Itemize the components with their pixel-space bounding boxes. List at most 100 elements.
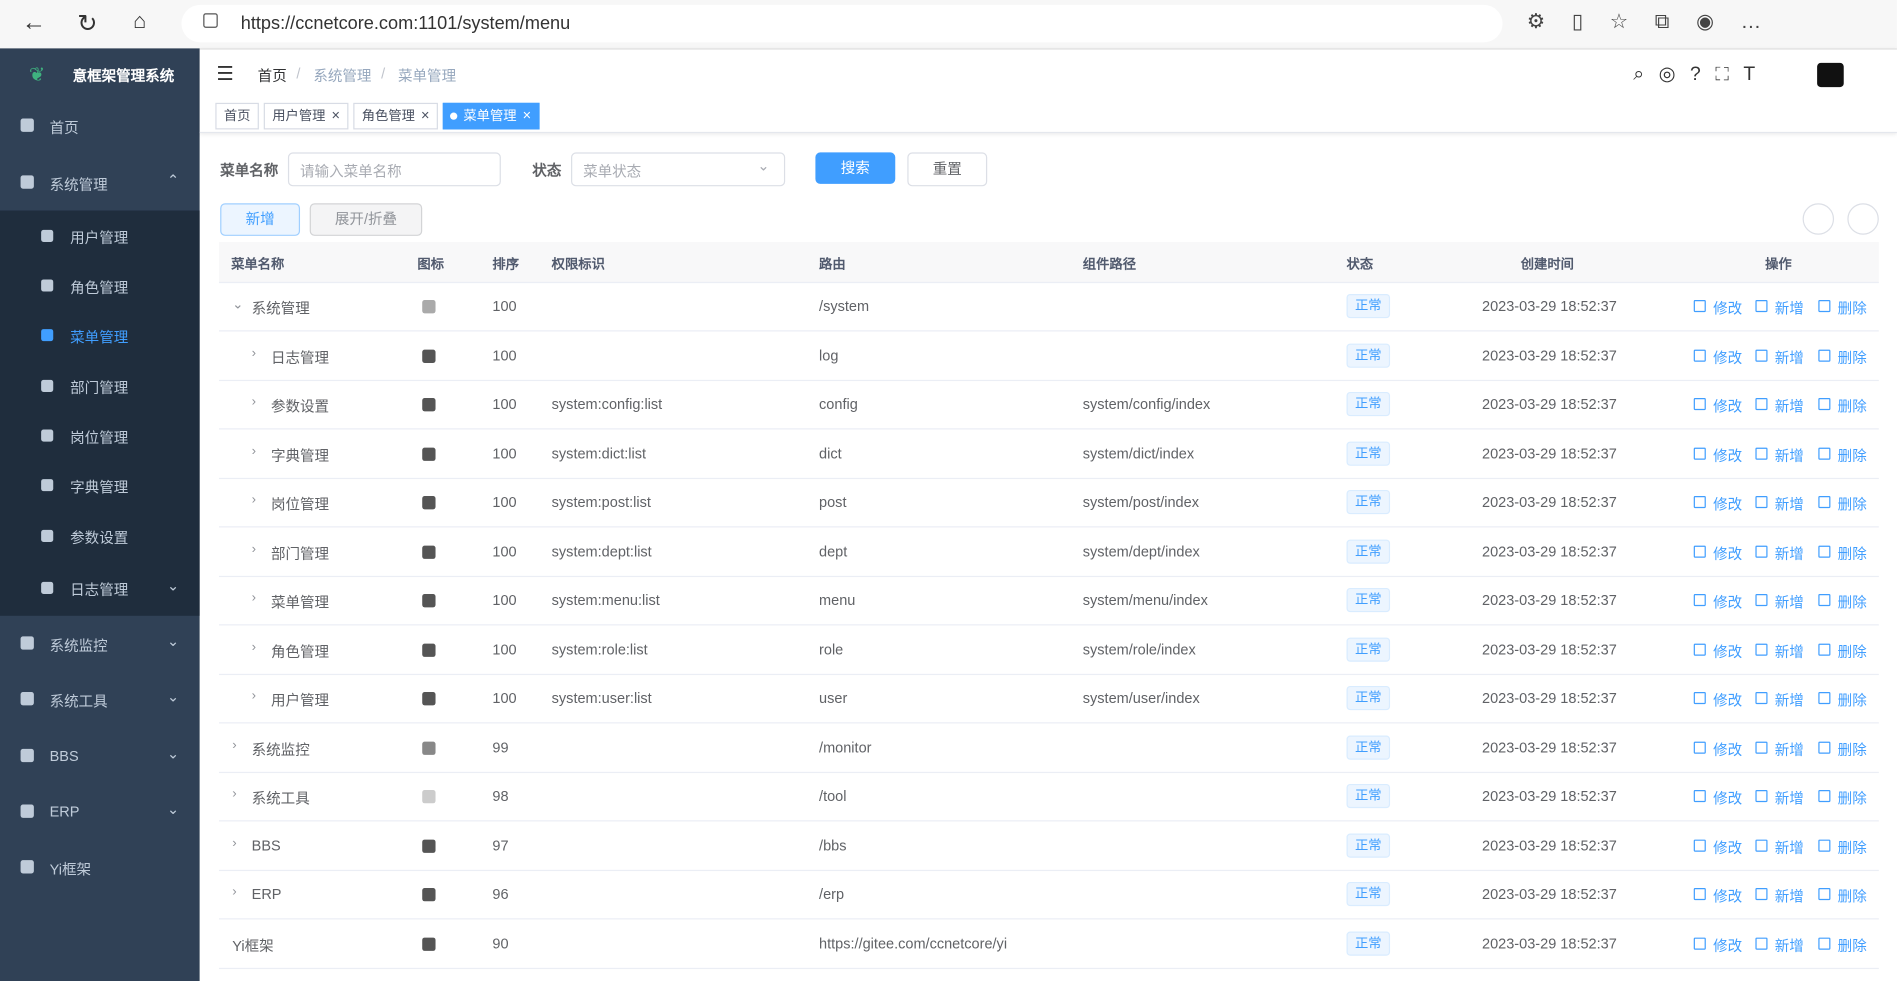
action-link[interactable]: 删除	[1837, 349, 1867, 366]
submenu-item[interactable]: 日志管理	[70, 581, 129, 599]
expand-arrow[interactable]: ›	[251, 394, 257, 409]
back-button[interactable]: ←	[21, 9, 46, 37]
action-link[interactable]: 删除	[1837, 936, 1867, 954]
action-link[interactable]: 新增	[1774, 692, 1804, 709]
submenu-item[interactable]: 部门管理	[70, 379, 129, 397]
submenu-icon	[41, 229, 54, 242]
action-link[interactable]: 修改	[1713, 838, 1743, 856]
cell-component: system/post/index	[1082, 493, 1199, 511]
menu-item[interactable]: Yi框架	[49, 861, 92, 879]
tab[interactable]: 首页	[215, 102, 259, 130]
expand-arrow[interactable]: ›	[251, 688, 257, 703]
action-link[interactable]: 删除	[1837, 789, 1867, 807]
action-link[interactable]: 删除	[1837, 300, 1867, 317]
tab[interactable]: 角色管理	[353, 102, 438, 130]
action-link[interactable]: 新增	[1774, 643, 1804, 660]
menu-item[interactable]: BBS	[49, 747, 79, 765]
submenu-item[interactable]: 用户管理	[70, 229, 129, 247]
action-link[interactable]: 删除	[1837, 496, 1867, 513]
expand-button[interactable]: 展开/折叠	[309, 203, 423, 236]
submenu-item[interactable]: 字典管理	[70, 479, 129, 497]
action-link[interactable]: 新增	[1774, 447, 1804, 464]
action-link[interactable]: 新增	[1774, 789, 1804, 807]
action-link[interactable]: 修改	[1713, 349, 1743, 366]
refresh-button[interactable]	[1847, 203, 1879, 235]
action-icon	[1693, 643, 1706, 656]
action-link[interactable]: 修改	[1713, 887, 1743, 905]
menu-icon	[20, 636, 34, 650]
breadcrumb-item[interactable]: 首页	[257, 67, 287, 85]
action-link[interactable]: 删除	[1837, 545, 1867, 562]
action-link[interactable]: 修改	[1713, 741, 1743, 758]
breadcrumb-item[interactable]: 系统管理	[313, 67, 372, 85]
action-link[interactable]: 新增	[1774, 838, 1804, 856]
select[interactable]	[571, 152, 786, 187]
action-link[interactable]: 新增	[1774, 349, 1804, 366]
input[interactable]	[287, 152, 501, 187]
submenu-item[interactable]: 角色管理	[70, 279, 129, 297]
address-bar[interactable]	[181, 4, 1503, 43]
avatar[interactable]	[1817, 62, 1844, 88]
expand-arrow[interactable]: ›	[251, 443, 257, 458]
action-link[interactable]: 删除	[1837, 594, 1867, 611]
cell-route: https://gitee.com/ccnetcore/yi	[819, 934, 1008, 952]
action-link[interactable]: 新增	[1774, 300, 1804, 317]
action-link[interactable]: 修改	[1713, 496, 1743, 513]
hamburger[interactable]: ☰	[216, 64, 234, 85]
action-link[interactable]: 新增	[1774, 936, 1804, 954]
expand-arrow[interactable]: ›	[232, 786, 237, 801]
home-button[interactable]: ⌂	[133, 8, 147, 33]
expand-arrow[interactable]: ›	[232, 737, 237, 752]
menu-item[interactable]: ERP	[49, 803, 80, 821]
chevron: ⌃	[166, 171, 180, 189]
reload-button[interactable]: ↻	[77, 10, 98, 38]
menu-icon	[422, 300, 436, 314]
menu-item[interactable]: 系统管理	[49, 176, 108, 194]
action-link[interactable]: 删除	[1837, 447, 1867, 464]
action-link[interactable]: 修改	[1713, 594, 1743, 611]
menu-item[interactable]: 系统工具	[49, 693, 108, 711]
expand-arrow[interactable]: ›	[232, 835, 237, 850]
action-link[interactable]: 新增	[1774, 496, 1804, 513]
action-link[interactable]: 修改	[1713, 545, 1743, 562]
action-link[interactable]: 删除	[1837, 887, 1867, 905]
expand-arrow[interactable]: ›	[251, 541, 257, 556]
expand-arrow[interactable]: ›	[251, 492, 257, 507]
expand-arrow[interactable]: ›	[232, 884, 237, 899]
action-link[interactable]: 修改	[1713, 300, 1743, 317]
action-link[interactable]: 删除	[1837, 741, 1867, 758]
reset-button[interactable]: 重置	[907, 152, 988, 187]
action-link[interactable]: 修改	[1713, 789, 1743, 807]
expand-arrow[interactable]: ›	[251, 590, 257, 605]
action-link[interactable]: 新增	[1774, 741, 1804, 758]
action-link[interactable]: 修改	[1713, 936, 1743, 954]
add-button[interactable]: 新增	[220, 203, 301, 236]
submenu-item[interactable]: 岗位管理	[70, 429, 129, 447]
status-tag: 正常	[1346, 636, 1391, 662]
action-link[interactable]: 修改	[1713, 447, 1743, 464]
action-link[interactable]: 修改	[1713, 692, 1743, 709]
expand-arrow[interactable]: ⌄	[232, 297, 244, 313]
action-link[interactable]: 删除	[1837, 643, 1867, 660]
menu-item[interactable]: 系统监控	[49, 637, 108, 655]
action-link[interactable]: 新增	[1774, 398, 1804, 415]
action-link[interactable]: 修改	[1713, 643, 1743, 660]
action-link[interactable]: 删除	[1837, 692, 1867, 709]
action-link[interactable]: 新增	[1774, 887, 1804, 905]
submenu-item[interactable]: 参数设置	[70, 529, 129, 547]
tab[interactable]: 菜单管理	[442, 102, 540, 130]
tab[interactable]: 用户管理	[263, 102, 349, 130]
search-button[interactable]: 搜索	[815, 152, 896, 184]
action-link[interactable]: 新增	[1774, 594, 1804, 611]
menu-item[interactable]: 首页	[49, 119, 79, 137]
action-link[interactable]: 删除	[1837, 398, 1867, 415]
action-link[interactable]: 删除	[1837, 838, 1867, 856]
submenu-item[interactable]: 菜单管理	[70, 329, 129, 347]
expand-arrow[interactable]: ›	[251, 639, 257, 654]
search-toggle[interactable]	[1802, 203, 1835, 235]
action-link[interactable]: 修改	[1713, 398, 1743, 415]
action-link[interactable]: 新增	[1774, 545, 1804, 562]
expand-arrow[interactable]: ›	[251, 345, 257, 360]
menu-icon	[422, 936, 436, 951]
